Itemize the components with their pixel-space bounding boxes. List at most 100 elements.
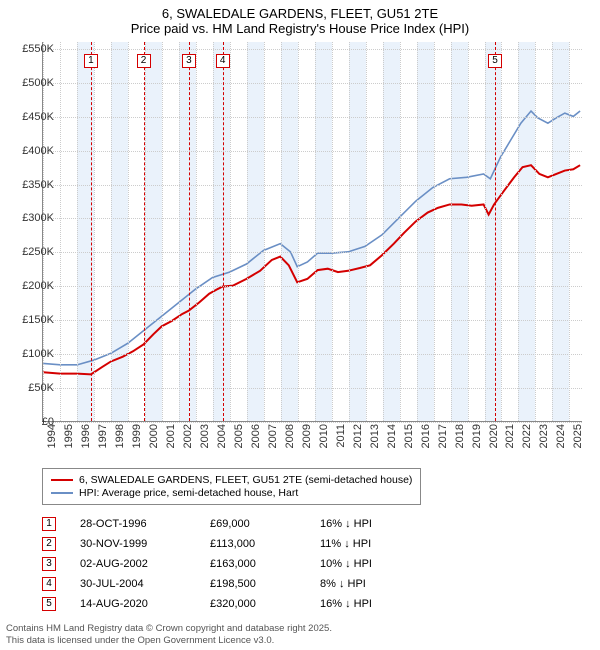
gridline-v	[128, 42, 129, 421]
transaction-price: £198,500	[210, 578, 320, 590]
legend-label: HPI: Average price, semi-detached house,…	[79, 487, 298, 499]
title-block: 6, SWALEDALE GARDENS, FLEET, GU51 2TE Pr…	[0, 0, 600, 38]
transaction-price: £163,000	[210, 558, 320, 570]
x-tick-label: 2025	[572, 424, 584, 448]
y-tick-label: £150K	[22, 314, 54, 326]
footer-line-2: This data is licensed under the Open Gov…	[6, 635, 332, 646]
series-line-hpi	[43, 111, 580, 365]
x-tick-label: 2001	[165, 424, 177, 448]
x-tick-label: 2005	[233, 424, 245, 448]
x-tick-label: 1994	[46, 424, 58, 448]
marker-box: 3	[182, 54, 196, 68]
x-tick-label: 2014	[386, 424, 398, 448]
x-tick-label: 2008	[284, 424, 296, 448]
legend-swatch	[51, 492, 73, 494]
y-tick-label: £100K	[22, 348, 54, 360]
transaction-row: 2 30-NOV-1999£113,00011% ↓ HPI	[42, 534, 440, 554]
gridline-v	[518, 42, 519, 421]
gridline-v	[315, 42, 316, 421]
legend-swatch	[51, 479, 73, 481]
marker-box: 1	[84, 54, 98, 68]
x-tick-label: 2007	[267, 424, 279, 448]
gridline-v	[383, 42, 384, 421]
x-tick-label: 2017	[437, 424, 449, 448]
transaction-date: 28-OCT-1996	[80, 518, 210, 530]
transaction-delta: 16% ↓ HPI	[320, 518, 440, 530]
transaction-date: 14-AUG-2020	[80, 598, 210, 610]
legend: 6, SWALEDALE GARDENS, FLEET, GU51 2TE (s…	[42, 468, 421, 505]
gridline-v	[501, 42, 502, 421]
x-tick-label: 2020	[488, 424, 500, 448]
gridline-v	[298, 42, 299, 421]
transaction-marker: 3	[42, 557, 56, 571]
gridline-v	[400, 42, 401, 421]
gridline-v	[332, 42, 333, 421]
x-tick-label: 2012	[352, 424, 364, 448]
x-tick-label: 2019	[471, 424, 483, 448]
gridline-v	[94, 42, 95, 421]
chart-container: 6, SWALEDALE GARDENS, FLEET, GU51 2TE Pr…	[0, 0, 600, 650]
gridline-v	[417, 42, 418, 421]
x-tick-label: 1996	[80, 424, 92, 448]
x-tick-label: 2010	[318, 424, 330, 448]
x-tick-label: 2022	[521, 424, 533, 448]
x-tick-label: 2002	[182, 424, 194, 448]
gridline-v	[552, 42, 553, 421]
marker-vline	[91, 42, 92, 421]
x-tick-label: 2011	[335, 424, 347, 448]
x-tick-label: 1997	[97, 424, 109, 448]
y-tick-label: £450K	[22, 111, 54, 123]
gridline-v	[247, 42, 248, 421]
marker-vline	[495, 42, 496, 421]
y-tick-label: £200K	[22, 280, 54, 292]
transactions-table: 128-OCT-1996£69,00016% ↓ HPI230-NOV-1999…	[42, 514, 440, 614]
transaction-delta: 10% ↓ HPI	[320, 558, 440, 570]
series-line-price_paid	[43, 165, 580, 374]
x-tick-label: 2009	[301, 424, 313, 448]
x-tick-label: 2018	[454, 424, 466, 448]
transaction-delta: 11% ↓ HPI	[320, 538, 440, 550]
y-tick-label: £300K	[22, 212, 54, 224]
y-tick-label: £500K	[22, 77, 54, 89]
gridline-h	[43, 422, 582, 423]
x-tick-label: 2003	[199, 424, 211, 448]
transaction-marker: 5	[42, 597, 56, 611]
gridline-v	[281, 42, 282, 421]
gridline-v	[196, 42, 197, 421]
transaction-marker: 1	[42, 517, 56, 531]
x-tick-label: 2004	[216, 424, 228, 448]
transaction-price: £113,000	[210, 538, 320, 550]
transaction-marker: 4	[42, 577, 56, 591]
gridline-v	[179, 42, 180, 421]
y-tick-label: £50K	[28, 382, 54, 394]
transaction-date: 02-AUG-2002	[80, 558, 210, 570]
transaction-row: 3 02-AUG-2002£163,00010% ↓ HPI	[42, 554, 440, 574]
x-tick-label: 2015	[403, 424, 415, 448]
x-tick-label: 1998	[114, 424, 126, 448]
gridline-v	[213, 42, 214, 421]
gridline-v	[162, 42, 163, 421]
x-tick-label: 2023	[538, 424, 550, 448]
transaction-date: 30-NOV-1999	[80, 538, 210, 550]
footer-line-1: Contains HM Land Registry data © Crown c…	[6, 623, 332, 634]
x-tick-label: 2016	[420, 424, 432, 448]
gridline-v	[535, 42, 536, 421]
y-tick-label: £550K	[22, 43, 54, 55]
gridline-v	[485, 42, 486, 421]
y-tick-label: £400K	[22, 145, 54, 157]
gridline-v	[366, 42, 367, 421]
y-tick-label: £350K	[22, 179, 54, 191]
gridline-v	[43, 42, 44, 421]
gridline-v	[349, 42, 350, 421]
marker-box: 5	[488, 54, 502, 68]
marker-vline	[223, 42, 224, 421]
gridline-v	[569, 42, 570, 421]
legend-item: HPI: Average price, semi-detached house,…	[51, 487, 412, 499]
title-line-2: Price paid vs. HM Land Registry's House …	[0, 21, 600, 36]
gridline-v	[230, 42, 231, 421]
transaction-date: 30-JUL-2004	[80, 578, 210, 590]
marker-box: 2	[137, 54, 151, 68]
x-tick-label: 2000	[148, 424, 160, 448]
transaction-marker: 2	[42, 537, 56, 551]
marker-vline	[144, 42, 145, 421]
